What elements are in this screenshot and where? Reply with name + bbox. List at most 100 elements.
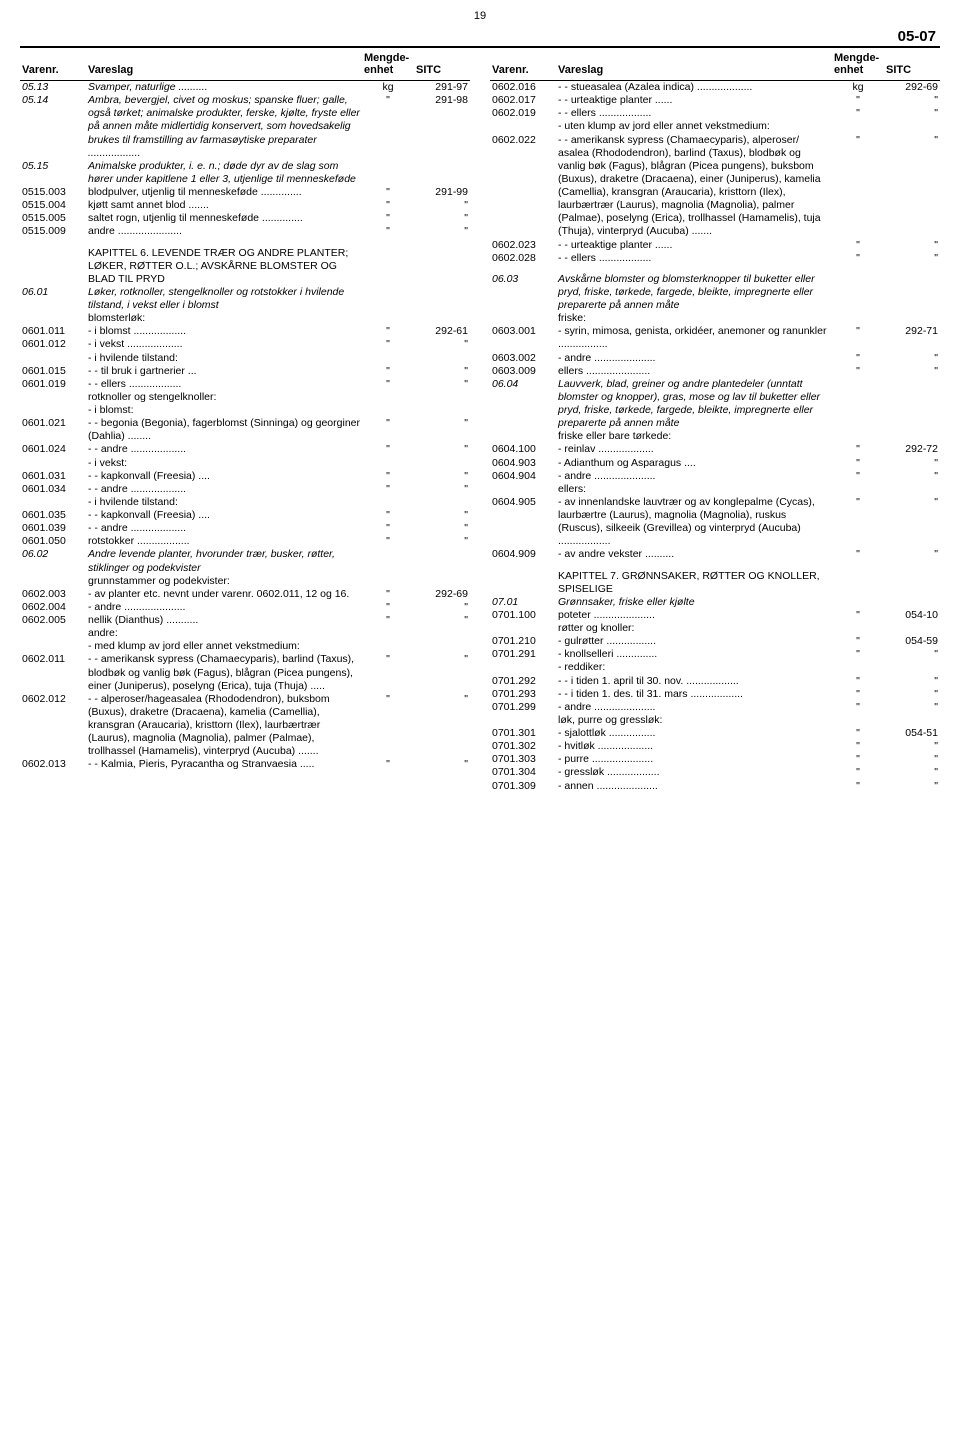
unit-cell: [832, 430, 884, 443]
unit-cell: [362, 575, 414, 588]
vareslag-cell: - med klump av jord eller annet vekstmed…: [86, 640, 362, 653]
unit-cell: ": [832, 94, 884, 107]
unit-cell: ": [362, 325, 414, 338]
sitc-cell: ": [414, 443, 470, 456]
sitc-cell: [884, 714, 940, 727]
varenr-cell: 07.01: [490, 596, 556, 609]
vareslag-cell: - - amerikansk sypress (Chamaecyparis), …: [86, 653, 362, 692]
vareslag-cell: Avskårne blomster og blomsterknopper til…: [556, 273, 832, 312]
unit-cell: [362, 312, 414, 325]
sitc-cell: ": [414, 535, 470, 548]
vareslag-cell: rotstokker ..................: [86, 535, 362, 548]
vareslag-cell: - knollselleri ..............: [556, 648, 832, 661]
unit-cell: [362, 496, 414, 509]
unit-cell: ": [362, 653, 414, 692]
vareslag-cell: - i vekst ...................: [86, 338, 362, 351]
unit-cell: ": [362, 199, 414, 212]
sitc-cell: [884, 273, 940, 312]
vareslag-cell: - - andre ...................: [86, 483, 362, 496]
sitc-cell: ": [414, 653, 470, 692]
unit-cell: ": [832, 252, 884, 265]
unit-cell: kg: [362, 81, 414, 95]
sitc-cell: [414, 391, 470, 404]
sitc-cell: ": [414, 199, 470, 212]
varenr-cell: [490, 661, 556, 674]
varenr-cell: [20, 312, 86, 325]
unit-cell: ": [362, 522, 414, 535]
varenr-cell: [490, 714, 556, 727]
unit-cell: ": [362, 94, 414, 160]
vareslag-cell: friske:: [556, 312, 832, 325]
vareslag-cell: - - kapkonvall (Freesia) ....: [86, 470, 362, 483]
sitc-cell: [414, 548, 470, 574]
sitc-cell: ": [884, 94, 940, 107]
sitc-cell: ": [414, 483, 470, 496]
vareslag-cell: - andre .....................: [556, 352, 832, 365]
varenr-cell: 0515.009: [20, 225, 86, 238]
varenr-cell: 0601.024: [20, 443, 86, 456]
varenr-cell: 06.01: [20, 286, 86, 312]
sitc-cell: [414, 575, 470, 588]
sitc-cell: 291-99: [414, 186, 470, 199]
varenr-cell: [490, 622, 556, 635]
vareslag-cell: - - urteaktige planter ......: [556, 239, 832, 252]
sitc-cell: ": [884, 701, 940, 714]
varenr-cell: 0602.003: [20, 588, 86, 601]
vareslag-cell: ellers:: [556, 483, 832, 496]
sitc-cell: ": [884, 239, 940, 252]
unit-cell: ": [362, 338, 414, 351]
sitc-cell: ": [414, 378, 470, 391]
varenr-cell: [20, 496, 86, 509]
sitc-cell: ": [414, 225, 470, 238]
vareslag-cell: friske eller bare tørkede:: [556, 430, 832, 443]
unit-cell: ": [362, 212, 414, 225]
vareslag-cell: blodpulver, utjenlig til menneskeføde ..…: [86, 186, 362, 199]
th-mengde: Mengde- enhet: [832, 48, 884, 81]
vareslag-cell: - andre .....................: [86, 601, 362, 614]
vareslag-cell: - av innenlandske lauvtrær og av konglep…: [556, 496, 832, 549]
content-columns: Varenr. Vareslag Mengde- enhet SITC 05.1…: [20, 48, 940, 793]
unit-cell: [832, 312, 884, 325]
varenr-cell: 0515.003: [20, 186, 86, 199]
unit-cell: ": [362, 225, 414, 238]
varenr-cell: 0601.050: [20, 535, 86, 548]
unit-cell: ": [832, 107, 884, 120]
varenr-cell: 0701.210: [490, 635, 556, 648]
sitc-cell: 292-69: [884, 81, 940, 95]
sitc-cell: ": [884, 753, 940, 766]
unit-cell: ": [362, 378, 414, 391]
varenr-cell: 0701.100: [490, 609, 556, 622]
varenr-cell: 06.02: [20, 548, 86, 574]
sitc-cell: ": [884, 766, 940, 779]
sitc-cell: ": [884, 365, 940, 378]
varenr-cell: 0603.001: [490, 325, 556, 351]
vareslag-cell: - - amerikansk sypress (Chamaecyparis), …: [556, 134, 832, 239]
varenr-cell: 0601.011: [20, 325, 86, 338]
sitc-cell: ": [414, 509, 470, 522]
varenr-cell: 0701.302: [490, 740, 556, 753]
varenr-cell: 0602.004: [20, 601, 86, 614]
sitc-cell: ": [884, 352, 940, 365]
sitc-cell: 054-51: [884, 727, 940, 740]
sitc-cell: [414, 640, 470, 653]
spacer-row: [490, 562, 940, 570]
vareslag-cell: løk, purre og gressløk:: [556, 714, 832, 727]
unit-cell: [362, 627, 414, 640]
unit-cell: [832, 273, 884, 312]
vareslag-cell: grunnstammer og podekvister:: [86, 575, 362, 588]
varenr-cell: 0603.002: [490, 352, 556, 365]
sitc-cell: ": [884, 252, 940, 265]
vareslag-cell: Lauvverk, blad, greiner og andre planted…: [556, 378, 832, 431]
unit-cell: [832, 378, 884, 431]
sitc-cell: 291-97: [414, 81, 470, 95]
varenr-cell: 0602.017: [490, 94, 556, 107]
sitc-cell: [414, 352, 470, 365]
varenr-cell: 0602.023: [490, 239, 556, 252]
varenr-cell: 0602.019: [490, 107, 556, 120]
unit-cell: ": [832, 457, 884, 470]
left-table: Varenr. Vareslag Mengde- enhet SITC 05.1…: [20, 48, 470, 772]
vareslag-cell: KAPITTEL 7. GRØNNSAKER, RØTTER OG KNOLLE…: [556, 570, 832, 596]
varenr-cell: 0604.904: [490, 470, 556, 483]
sitc-cell: ": [414, 614, 470, 627]
sitc-cell: 292-72: [884, 443, 940, 456]
